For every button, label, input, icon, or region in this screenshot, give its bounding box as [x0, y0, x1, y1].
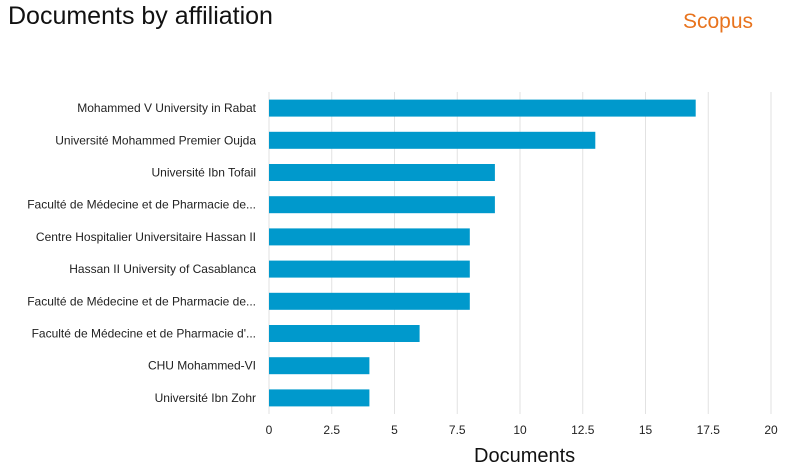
- x-tick-label: 0: [266, 423, 273, 437]
- bar[interactable]: [269, 389, 370, 407]
- scopus-brand[interactable]: Scopus: [683, 10, 754, 33]
- x-tick-label: 20: [764, 423, 778, 437]
- category-label: Université Mohammed Premier Oujda: [55, 133, 256, 147]
- x-tick-label: 5: [391, 423, 398, 437]
- bar[interactable]: [269, 292, 470, 310]
- category-label: Centre Hospitalier Universitaire Hassan …: [36, 230, 256, 244]
- bar[interactable]: [269, 164, 495, 181]
- x-axis-title: Documents: [474, 445, 576, 467]
- bar[interactable]: [269, 99, 696, 117]
- category-label: Hassan II University of Casablanca: [69, 262, 256, 276]
- x-tick-label: 2.5: [323, 423, 340, 437]
- category-label: Faculté de Médecine et de Pharmacie d'..…: [32, 327, 256, 341]
- bar[interactable]: [269, 131, 596, 149]
- category-label: Université Ibn Tofail: [152, 166, 257, 180]
- bar[interactable]: [269, 196, 495, 214]
- category-label: CHU Mohammed-VI: [148, 359, 256, 373]
- category-label: Mohammed V University in Rabat: [77, 101, 256, 115]
- bar[interactable]: [269, 325, 420, 342]
- category-label: Faculté de Médecine et de Pharmacie de..…: [27, 198, 256, 212]
- x-tick-label: 17.5: [697, 423, 721, 437]
- x-tick-label: 7.5: [449, 423, 466, 437]
- bar[interactable]: [269, 357, 370, 375]
- bar[interactable]: [269, 260, 470, 278]
- x-tick-label: 12.5: [571, 423, 595, 437]
- bar[interactable]: [269, 228, 470, 246]
- category-label: Faculté de Médecine et de Pharmacie de..…: [27, 294, 256, 308]
- x-tick-label: 10: [513, 423, 527, 437]
- x-tick-label: 15: [639, 423, 653, 437]
- category-label: Université Ibn Zohr: [155, 391, 256, 405]
- chart-title: Documents by affiliation: [8, 2, 273, 30]
